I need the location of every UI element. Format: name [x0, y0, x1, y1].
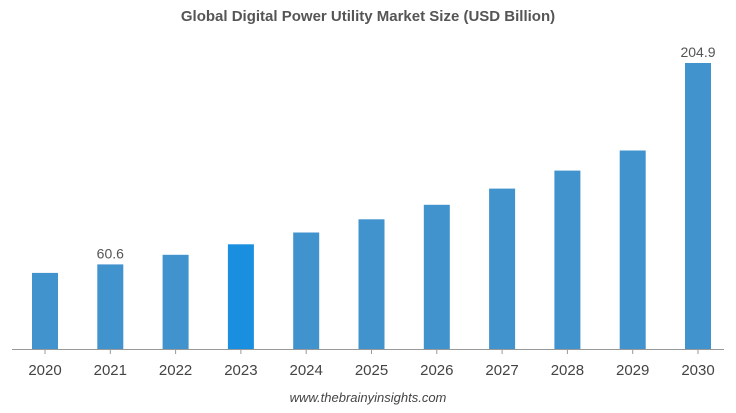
bar-2022 [162, 254, 189, 349]
bar-2025 [358, 219, 385, 349]
x-tick-label-2027: 2027 [485, 362, 518, 379]
bar-2030 [685, 63, 711, 349]
x-tick-label-2029: 2029 [616, 362, 649, 379]
x-tick-label-2025: 2025 [355, 362, 388, 379]
bar-2028 [554, 170, 581, 349]
bar-2020 [32, 272, 58, 349]
data-label-2030: 204.9 [680, 44, 715, 60]
bar-2021 [97, 264, 124, 349]
chart-title: Global Digital Power Utility Market Size… [180, 8, 556, 25]
x-tick-label-2028: 2028 [551, 362, 584, 379]
x-tick-label-2024: 2024 [290, 362, 323, 379]
source-footer: www.thebrainyinsights.com [289, 390, 447, 405]
x-tick-label-2020: 2020 [28, 362, 61, 379]
bar-2029 [619, 150, 646, 349]
x-tick-label-2023: 2023 [224, 362, 257, 379]
x-tick-label-2026: 2026 [420, 362, 453, 379]
x-tick-label-2022: 2022 [159, 362, 192, 379]
bar-2027 [489, 188, 516, 349]
x-tick-label-2021: 2021 [94, 362, 127, 379]
bar-2024 [293, 232, 320, 349]
data-label-2021: 60.6 [97, 245, 124, 261]
bar-2026 [423, 204, 450, 349]
bar-2023 [227, 244, 254, 349]
x-tick-label-2030: 2030 [681, 362, 714, 379]
